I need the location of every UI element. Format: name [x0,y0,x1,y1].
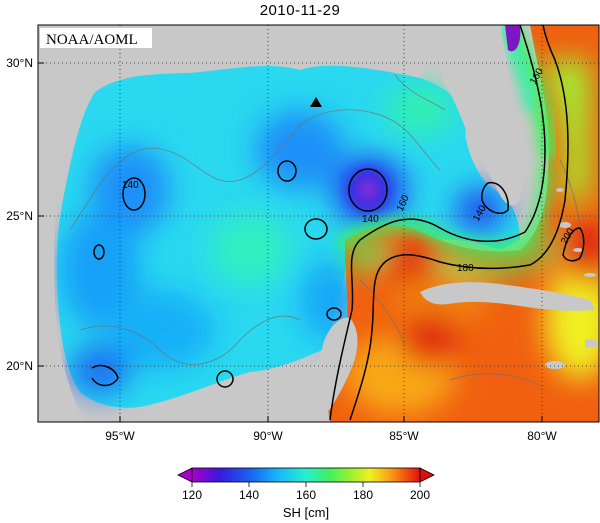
lon-label: 80°W [527,429,557,443]
colorbar-tick-label: 120 [182,488,202,502]
cuba-land [420,282,595,311]
colorbar-title: SH [cm] [283,505,329,520]
lat-label: 25°N [6,209,33,223]
longitude-labels: 95°W 90°W 85°W 80°W [105,429,557,443]
lon-label: 90°W [253,429,283,443]
latitude-labels: 30°N 25°N 20°N [6,56,33,373]
map-field: 140 140 140 160 160 180 200 NOAA/AOML [38,25,599,422]
contour-label: 180 [457,263,474,274]
axis-ticks [38,62,543,422]
thin-contours [69,74,586,386]
map-frame [37,24,600,423]
thick-contours [91,25,585,421]
florida-land [438,25,522,206]
colorbar-tick-label: 140 [239,488,259,502]
mexico-land [38,25,95,422]
colorbar: 120 140 160 180 200 SH [cm] [177,467,435,520]
bahamas-islands [522,153,596,277]
credit-text: NOAA/AOML [46,32,138,48]
station-triangle-marker [310,97,322,107]
us-gulf-coast-land [95,25,440,92]
colorbar-tick-label: 160 [296,488,316,502]
yucatan-land [250,317,358,422]
contour-label: 140 [122,180,139,191]
colorbar-tick-label: 180 [353,488,373,502]
colorbar-tick-label: 200 [410,488,430,502]
map-title: 2010-11-29 [259,2,341,19]
lon-label: 85°W [389,429,419,443]
lat-label: 30°N [6,56,33,70]
loop-current-band [336,164,552,257]
lat-label: 20°N [6,359,33,373]
lon-label: 95°W [105,429,135,443]
gulf-water [56,65,521,408]
graticule [38,25,599,422]
credit-label: NOAA/AOML [40,28,152,48]
contour-label: 140 [362,214,379,225]
